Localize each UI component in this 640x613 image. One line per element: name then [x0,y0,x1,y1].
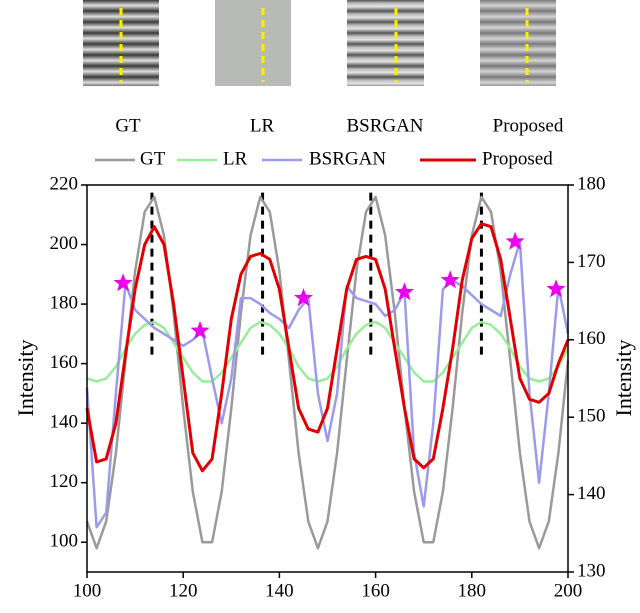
y-tick-label: 160 [50,352,79,373]
y2-tick-label: 170 [577,251,606,272]
y2-tick-label: 140 [577,483,606,504]
y2-tick-label: 130 [577,560,606,581]
y-axis-label: Intensity [13,340,38,417]
y2-axis-label: Intensity [611,340,636,417]
y-tick-label: 120 [50,471,79,492]
y-tick-label: 140 [50,412,79,433]
thumbnail-bsrgan [347,0,424,86]
series-line [86,320,570,383]
thumbnails [83,0,556,86]
series-line [85,240,570,529]
legend-label: Proposed [482,148,553,169]
thumbnail-lr [215,0,291,86]
y-tick-label: 220 [50,173,79,194]
x-tick-label: 100 [73,580,102,601]
x-tick-label: 160 [361,580,390,601]
legend-label: LR [223,148,248,169]
thumbnail-label: BSRGAN [346,115,423,136]
series-line [85,222,570,473]
thumbnail-label: GT [115,115,141,136]
thumbnail-label: LR [250,115,275,136]
y2-tick-label: 150 [577,406,606,427]
star-marker [505,231,525,250]
y-tick-label: 100 [50,531,79,552]
thumbnail-label: Proposed [493,115,564,136]
star-marker [293,288,313,307]
x-tick-label: 120 [169,580,198,601]
y-tick-label: 180 [50,292,79,313]
star-marker [440,270,460,289]
thumbnail-proposed [480,0,556,86]
y2-tick-label: 160 [577,328,606,349]
series-line [85,195,570,550]
y-tick-label: 200 [50,233,79,254]
x-tick-label: 180 [458,580,487,601]
x-tick-label: 140 [265,580,294,601]
plot-frame [86,184,569,573]
star-marker [546,279,566,298]
legend-label: BSRGAN [309,148,386,169]
star-marker [113,273,133,292]
x-tick-label: 200 [554,580,583,601]
star-marker [190,320,210,339]
star-marker [394,282,414,301]
y2-tick-label: 180 [577,173,606,194]
legend-label: GT [140,148,166,169]
